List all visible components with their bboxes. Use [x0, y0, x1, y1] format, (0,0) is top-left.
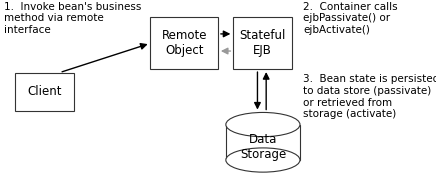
Text: 2.  Container calls
ejbPassivate() or
ejbActivate(): 2. Container calls ejbPassivate() or ejb… — [303, 2, 398, 35]
Polygon shape — [226, 125, 300, 160]
FancyBboxPatch shape — [233, 17, 292, 69]
FancyBboxPatch shape — [15, 73, 74, 111]
FancyBboxPatch shape — [150, 17, 218, 69]
Text: Client: Client — [27, 85, 62, 98]
Text: Stateful
EJB: Stateful EJB — [239, 29, 286, 57]
Ellipse shape — [226, 148, 300, 172]
Text: 3.  Bean state is persisted
to data store (passivate)
or retrieved from
storage : 3. Bean state is persisted to data store… — [303, 74, 436, 119]
Ellipse shape — [226, 112, 300, 137]
Text: Data
Storage: Data Storage — [240, 133, 286, 161]
Text: 1.  Invoke bean's business
method via remote
interface: 1. Invoke bean's business method via rem… — [4, 2, 142, 35]
Text: Remote
Object: Remote Object — [161, 29, 207, 57]
